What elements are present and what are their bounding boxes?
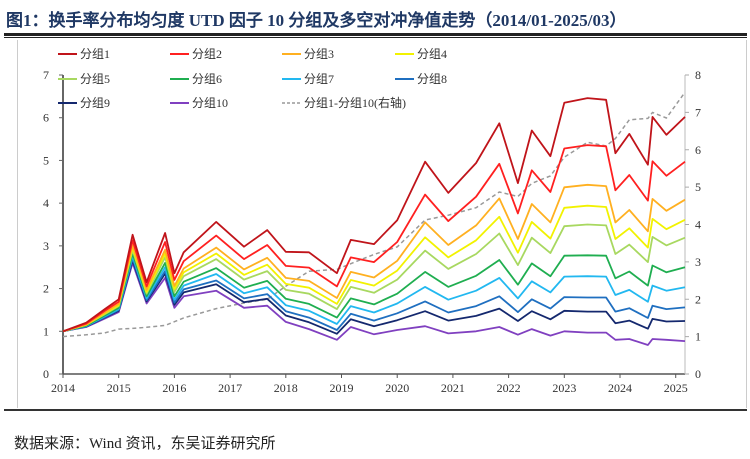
legend-label: 分组6 [192, 72, 222, 86]
y-right-tick-label: 4 [695, 218, 701, 232]
series-line-7 [62, 255, 686, 333]
series-line-2 [62, 144, 686, 333]
x-tick-label: 2022 [497, 381, 521, 395]
legend-label: 分组8 [417, 72, 447, 86]
x-tick-label: 2020 [385, 381, 409, 395]
legend-item: 分组4 [395, 47, 447, 61]
y-right-tick-label: 6 [695, 143, 701, 157]
y-left-tick-label: 5 [43, 153, 49, 167]
x-tick-label: 2024 [608, 381, 632, 395]
axes: 0 1 2 3 4 5 6 7 0 1 2 3 4 5 6 7 8 2014 2015 2016 2017 2018 201… [43, 68, 701, 395]
legend: 分组1 分组2 分组3 分组4 分组5 分组6 分组7 分组8 分组9 分组10 分组1-分组10(… [58, 47, 447, 110]
y-left-tick-label: 0 [43, 367, 49, 381]
y-right-tick-label: 8 [695, 68, 701, 82]
y-left-tick-label: 2 [43, 282, 49, 296]
y-right-tick-label: 2 [695, 292, 701, 306]
x-tick-label: 2025 [664, 381, 688, 395]
legend-label: 分组1-分组10(右轴) [304, 95, 406, 110]
series-line-5 [62, 223, 686, 333]
x-tick-label: 2015 [107, 381, 131, 395]
y-right-tick-label: 3 [695, 255, 701, 269]
legend-label: 分组10 [192, 96, 228, 110]
series-line-1 [62, 97, 686, 333]
legend-label: 分组2 [192, 47, 222, 61]
x-tick-label: 2014 [51, 381, 75, 395]
series-lines [62, 91, 686, 346]
series-line-10 [62, 261, 686, 346]
legend-item: 分组6 [170, 72, 222, 86]
series-line-3 [62, 183, 686, 333]
y-left-tick-label: 3 [43, 239, 49, 253]
series-line-11 [62, 91, 686, 338]
figure-title: 图1：换手率分布均匀度 UTD 因子 10 分组及多空对冲净值走势（2014/0… [6, 11, 627, 30]
legend-label: 分组1 [80, 47, 110, 61]
legend-label: 分组4 [417, 47, 447, 61]
legend-label: 分组7 [304, 72, 334, 86]
source-note: 数据来源：Wind 资讯，东吴证券研究所 [14, 436, 276, 452]
legend-item: 分组8 [395, 72, 447, 86]
x-tick-label: 2018 [274, 381, 298, 395]
legend-label: 分组9 [80, 96, 110, 110]
legend-label: 分组5 [80, 72, 110, 86]
x-tick-label: 2019 [330, 381, 354, 395]
legend-item: 分组1 [58, 47, 110, 61]
legend-item: 分组9 [58, 96, 110, 110]
y-right-tick-label: 1 [695, 330, 701, 344]
x-tick-label: 2023 [552, 381, 576, 395]
series-line-8 [62, 257, 686, 333]
y-right-tick-label: 0 [695, 367, 701, 381]
title-rule [4, 33, 747, 36]
y-left-tick-label: 4 [43, 196, 49, 210]
legend-item: 分组1-分组10(右轴) [282, 95, 406, 110]
series-line-9 [62, 259, 686, 335]
legend-item: 分组3 [282, 47, 334, 61]
y-right-tick-label: 7 [695, 105, 701, 119]
legend-item: 分组5 [58, 72, 110, 86]
series-line-6 [62, 252, 686, 333]
legend-item: 分组10 [170, 96, 228, 110]
series-line-4 [62, 204, 686, 333]
chart-frame [17, 40, 747, 408]
y-left-tick-label: 7 [43, 68, 49, 82]
bottom-rule [4, 409, 747, 411]
title-rule-thin [4, 37, 747, 38]
x-tick-label: 2016 [162, 381, 186, 395]
x-tick-label: 2017 [218, 381, 242, 395]
legend-item: 分组2 [170, 47, 222, 61]
y-left-tick-label: 6 [43, 111, 49, 125]
y-right-tick-label: 5 [695, 180, 701, 194]
x-tick-label: 2021 [441, 381, 465, 395]
legend-item: 分组7 [282, 72, 334, 86]
legend-label: 分组3 [304, 47, 334, 61]
y-left-tick-label: 1 [43, 324, 49, 338]
